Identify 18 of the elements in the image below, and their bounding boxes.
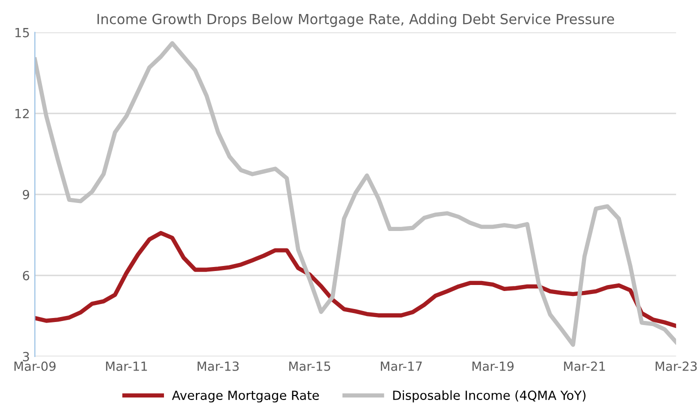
legend-label: Disposable Income (4QMA YoY) bbox=[393, 390, 586, 402]
x-tick-label: Mar-21 bbox=[564, 361, 605, 371]
y-tick-label: 6 bbox=[22, 270, 30, 280]
chart-title: Income Growth Drops Below Mortgage Rate, Adding Debt Service Pressure bbox=[98, 14, 614, 27]
y-tick-label: 12 bbox=[15, 108, 29, 118]
y-tick-label: 9 bbox=[22, 190, 30, 200]
y-tick-label: 3 bbox=[22, 352, 29, 362]
legend-label: Average Mortgage Rate bbox=[172, 390, 319, 402]
x-tick-label: Mar-23 bbox=[656, 361, 697, 371]
line-series bbox=[34, 230, 676, 328]
x-tick-label: Mar-17 bbox=[380, 362, 422, 371]
line-series bbox=[34, 41, 676, 347]
x-tick-label: Mar-19 bbox=[472, 361, 514, 371]
x-tick-label: Mar-15 bbox=[289, 362, 330, 371]
x-tick-label: Mar-09 bbox=[14, 361, 56, 371]
y-tick-label: 15 bbox=[15, 28, 29, 38]
x-tick-label: Mar-11 bbox=[106, 362, 147, 371]
x-tick-label: Mar-13 bbox=[198, 361, 239, 371]
